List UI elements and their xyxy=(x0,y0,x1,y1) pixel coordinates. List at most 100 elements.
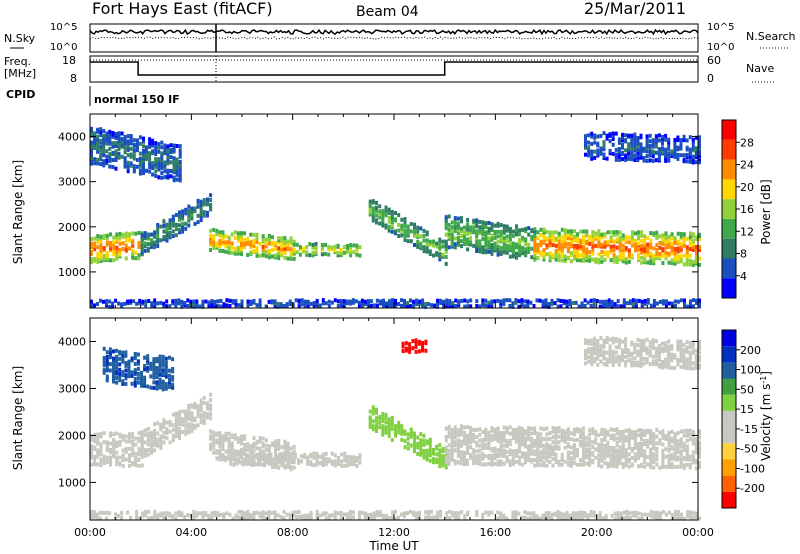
heatmap-cell xyxy=(438,241,442,246)
heatmap-cell xyxy=(453,459,457,464)
heatmap-cell xyxy=(557,445,561,450)
heatmap-cell xyxy=(652,435,656,440)
velocity-colorbar-label: Velocity [m s-1] xyxy=(759,371,774,461)
heatmap-cell xyxy=(314,241,318,246)
heatmap-cell xyxy=(630,340,634,345)
heatmap-cell xyxy=(591,450,595,455)
heatmap-cell xyxy=(243,511,247,516)
heatmap-cell xyxy=(172,165,176,170)
heatmap-cell xyxy=(624,459,628,464)
heatmap-cell xyxy=(432,447,435,452)
heatmap-cell xyxy=(244,454,248,458)
heatmap-cell xyxy=(264,511,268,516)
heatmap-cell xyxy=(562,516,566,520)
heatmap-cell xyxy=(153,515,157,520)
heatmap-cell xyxy=(530,426,534,431)
heatmap-cell xyxy=(466,440,469,445)
heatmap-cell xyxy=(438,464,442,469)
heatmap-cell xyxy=(264,240,268,245)
heatmap-cell xyxy=(655,434,659,439)
heatmap-cell xyxy=(233,449,237,454)
heatmap-cell xyxy=(351,298,355,303)
heatmap-cell xyxy=(128,446,131,451)
heatmap-cell xyxy=(360,510,364,515)
heatmap-cell xyxy=(352,458,356,463)
heatmap-cell xyxy=(105,242,109,247)
heatmap-cell xyxy=(221,441,225,446)
heatmap-cell xyxy=(636,141,640,146)
heatmap-cell xyxy=(615,464,619,469)
heatmap-cell xyxy=(267,444,271,449)
heatmap-cell xyxy=(695,244,698,249)
heatmap-cell xyxy=(637,516,641,521)
heatmap-cell xyxy=(428,439,432,444)
heatmap-cell xyxy=(585,461,589,466)
heatmap-cell xyxy=(596,339,600,343)
heatmap-cell xyxy=(178,159,182,164)
heatmap-cell xyxy=(284,452,288,457)
heatmap-cell xyxy=(695,259,698,264)
heatmap-cell xyxy=(142,136,145,141)
heatmap-cell xyxy=(195,514,199,518)
heatmap-cell xyxy=(670,261,674,266)
x-tick-labels: 00:00 04:00 08:00 12:00 16:00 20:00 00:00 xyxy=(74,526,714,539)
heatmap-cell xyxy=(553,301,557,306)
heatmap-cell xyxy=(221,230,225,235)
heatmap-cell xyxy=(583,511,587,516)
heatmap-cell xyxy=(187,223,191,228)
heatmap-cell xyxy=(553,511,557,516)
heatmap-cell xyxy=(278,460,282,465)
heatmap-cell xyxy=(357,516,361,521)
heatmap-cell xyxy=(566,236,570,241)
heatmap-cell xyxy=(444,243,448,248)
heatmap-cell xyxy=(651,138,655,143)
heatmap-cell xyxy=(577,513,581,518)
heatmap-cell xyxy=(691,262,695,267)
heatmap-cell xyxy=(327,252,331,257)
heatmap-cell xyxy=(592,300,596,305)
heatmap-cell xyxy=(196,423,200,428)
heatmap-cell xyxy=(151,172,155,177)
heatmap-cell xyxy=(96,142,100,147)
heatmap-cell xyxy=(403,219,407,224)
heatmap-cell xyxy=(105,350,109,355)
heatmap-cell xyxy=(324,516,328,521)
heatmap-cell xyxy=(676,299,680,304)
heatmap-cell xyxy=(150,232,153,237)
heatmap-cell xyxy=(499,238,503,243)
heatmap-cell xyxy=(654,144,658,149)
heatmap-cell xyxy=(233,436,237,441)
heatmap-cell xyxy=(287,463,291,467)
heatmap-cell xyxy=(162,418,166,423)
heatmap-cell xyxy=(545,437,549,442)
heatmap-cell xyxy=(169,169,173,173)
heatmap-cell xyxy=(272,460,276,465)
heatmap-cell xyxy=(487,240,491,245)
heatmap-cell xyxy=(634,298,638,303)
heatmap-cell xyxy=(582,244,586,249)
heatmap-cell xyxy=(178,151,182,156)
heatmap-cell xyxy=(490,228,494,232)
heatmap-cell xyxy=(698,135,701,140)
heatmap-cell xyxy=(466,461,469,466)
heatmap-cell xyxy=(150,245,153,249)
heatmap-cell xyxy=(441,252,445,257)
heatmap-cell xyxy=(469,304,473,309)
heatmap-cell xyxy=(499,223,503,227)
heatmap-cell xyxy=(142,164,145,169)
heatmap-cell xyxy=(444,239,448,244)
heatmap-cell xyxy=(142,154,145,159)
heatmap-cell xyxy=(271,240,274,245)
heatmap-cell xyxy=(502,451,506,456)
heatmap-cell xyxy=(277,240,281,245)
heatmap-cell xyxy=(190,216,194,221)
heatmap-cell xyxy=(634,238,637,243)
heatmap-cell xyxy=(579,443,582,448)
heatmap-cell xyxy=(550,512,554,517)
heatmap-cell xyxy=(563,439,567,444)
heatmap-cell xyxy=(430,303,434,308)
heatmap-cell xyxy=(150,242,153,247)
heatmap-cell xyxy=(596,356,600,361)
heatmap-cell xyxy=(381,416,385,421)
heatmap-cell xyxy=(676,138,680,143)
